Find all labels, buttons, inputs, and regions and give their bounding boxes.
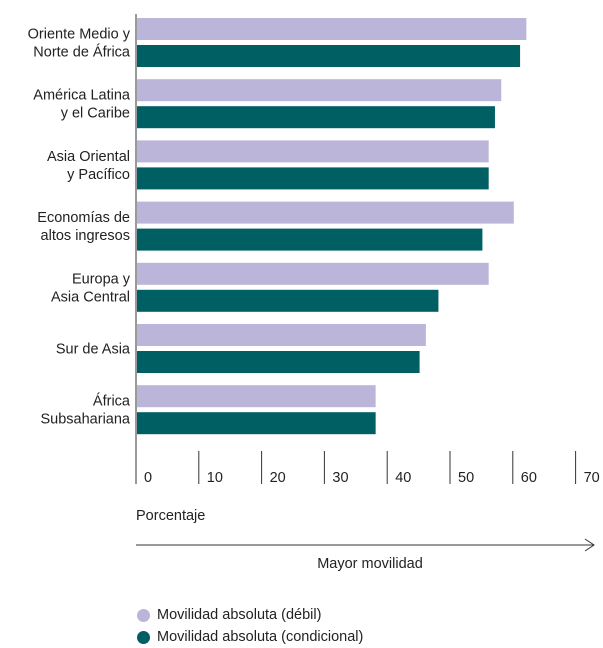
category-label-6-1: Subsahariana	[41, 412, 131, 428]
category-label-2-0: Asia Oriental	[47, 149, 130, 165]
legend-swatch-weak	[137, 608, 150, 622]
x-tick-label-5: 50	[458, 470, 474, 486]
category-label-0-0: Oriente Medio y	[28, 27, 131, 43]
category-label-2-1: y Pacífico	[67, 167, 130, 183]
category-label-1-1: y el Caribe	[61, 106, 130, 122]
category-label-4-0: Europa y	[72, 271, 131, 287]
x-axis-ticks: 0 10 20 30 40 50 60 70	[135, 451, 600, 486]
bar-weak-6	[137, 385, 376, 408]
bar-weak-5	[137, 324, 426, 346]
x-axis-label: Porcentaje	[136, 508, 205, 524]
category-label-6-0: África	[93, 393, 131, 410]
bar-conditional-6	[137, 412, 376, 435]
bar-weak-2	[137, 140, 489, 163]
bar-conditional-4	[137, 289, 439, 312]
direction-label: Mayor movilidad	[317, 556, 423, 572]
direction-arrowhead	[584, 538, 595, 552]
bar-weak-3	[137, 201, 514, 224]
bar-conditional-2	[137, 167, 489, 190]
bar-weak-0	[137, 18, 527, 40]
x-tick-label-0: 0	[144, 470, 152, 486]
category-label-1-0: América Latina	[33, 88, 131, 104]
category-label-3-0: Economías de	[37, 210, 130, 226]
legend-swatch-conditional	[137, 630, 150, 644]
bar-weak-4	[137, 262, 489, 285]
bar-conditional-3	[137, 228, 483, 251]
legend-item-conditional: Movilidad absoluta (condicional)	[137, 626, 363, 648]
bars-group	[137, 18, 527, 435]
legend: Movilidad absoluta (débil) Movilidad abs…	[137, 604, 363, 648]
x-tick-label-6: 60	[521, 470, 537, 486]
legend-item-weak: Movilidad absoluta (débil)	[137, 604, 363, 626]
category-label-0-1: Norte de África	[33, 44, 131, 61]
x-tick-label-2: 20	[270, 470, 286, 486]
x-tick-label-4: 40	[395, 470, 411, 486]
x-tick-label-7: 70	[584, 470, 600, 486]
legend-label-weak: Movilidad absoluta (débil)	[157, 607, 322, 623]
category-label-3-1: altos ingresos	[41, 228, 130, 244]
bar-conditional-5	[137, 351, 420, 373]
bar-conditional-1	[137, 106, 495, 129]
category-label-5-0: Sur de Asia	[56, 342, 131, 358]
category-label-4-1: Asia Central	[51, 289, 130, 305]
legend-label-conditional: Movilidad absoluta (condicional)	[157, 629, 364, 645]
bar-weak-1	[137, 79, 502, 102]
bar-conditional-0	[137, 45, 521, 67]
x-tick-label-1: 10	[207, 470, 223, 486]
x-tick-label-3: 30	[332, 470, 348, 486]
